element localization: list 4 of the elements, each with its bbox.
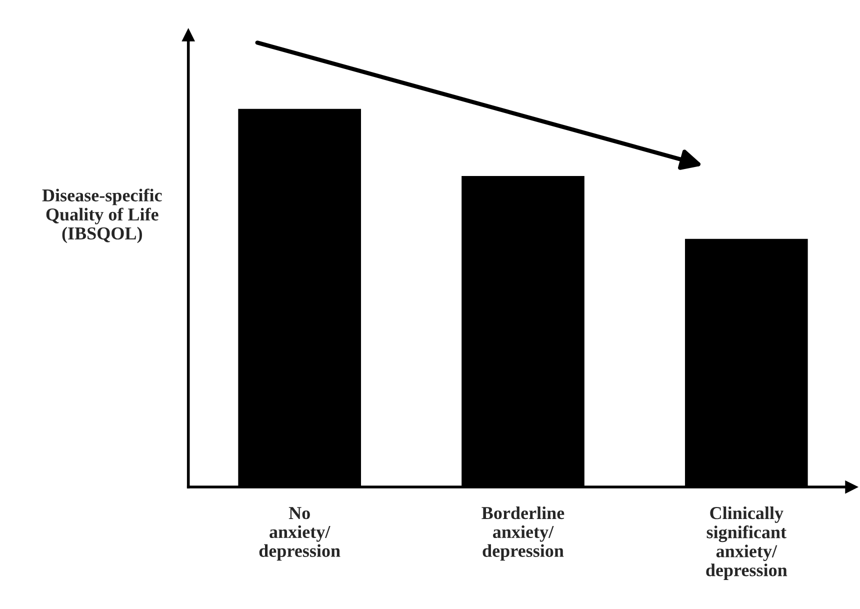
y-axis-title: Disease-specific Quality of Life (IBSQOL)	[42, 188, 162, 244]
x-tick-label: Clinically significant anxiety/ depression	[706, 506, 788, 580]
x-tick-label: No anxiety/ depression	[259, 507, 340, 561]
x-tick-label: Borderline anxiety/ depression	[482, 506, 564, 561]
